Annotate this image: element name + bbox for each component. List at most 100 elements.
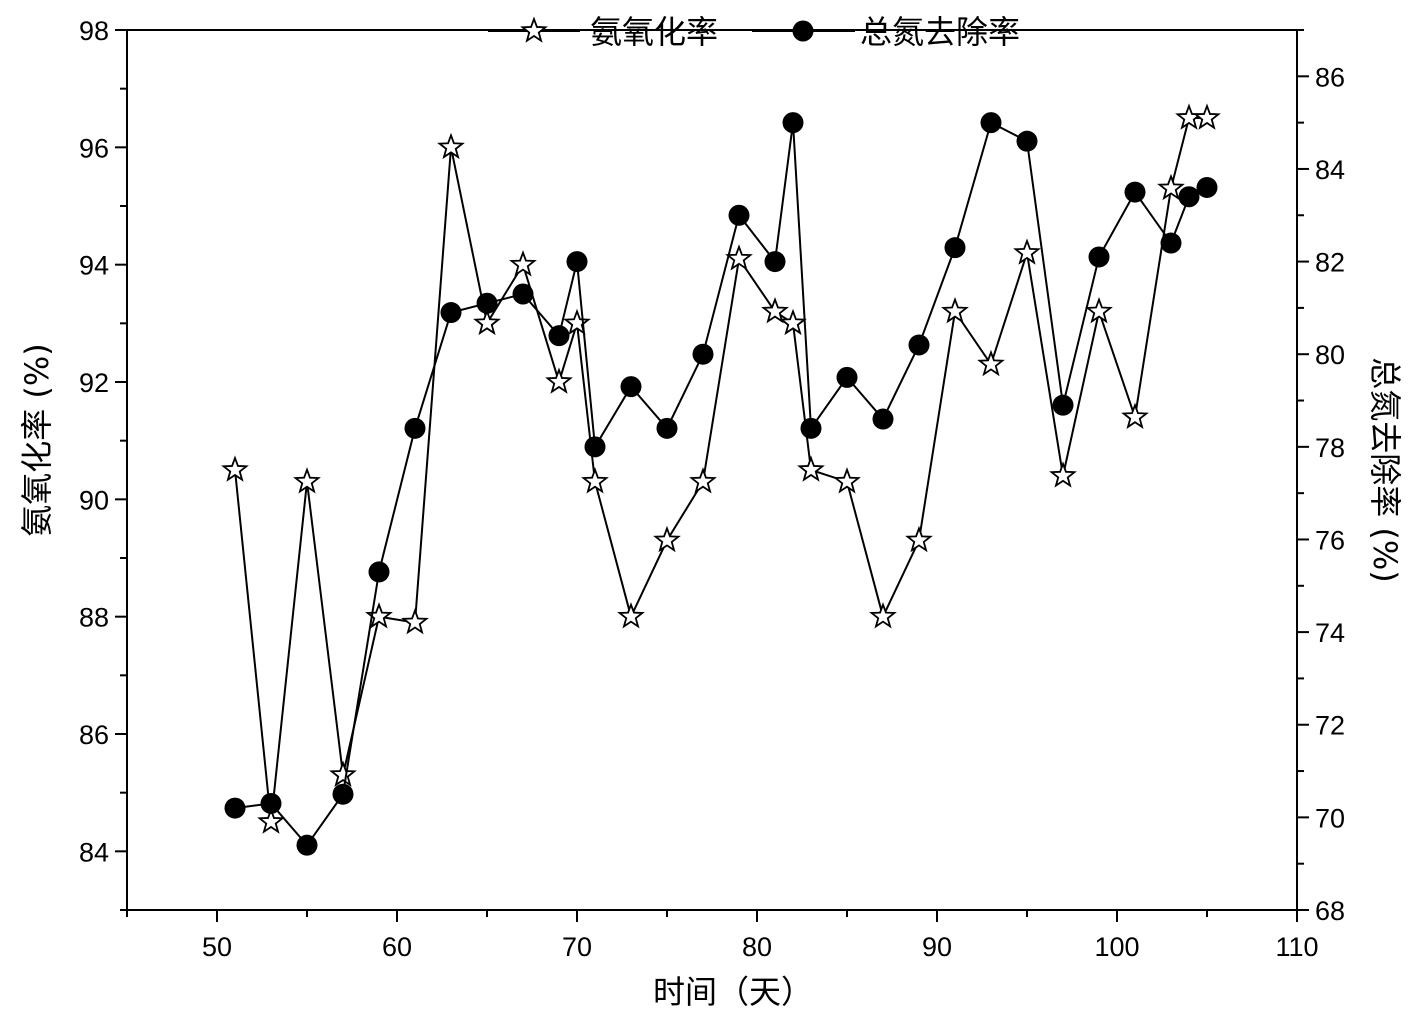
data-point-circle (1196, 176, 1218, 198)
y-left-tick-label: 90 (79, 485, 109, 515)
data-point-star (293, 467, 321, 494)
data-point-circle (1160, 232, 1182, 254)
data-point-circle (440, 302, 462, 324)
data-point-star (725, 244, 753, 271)
data-point-circle (512, 283, 534, 305)
data-point-star (545, 367, 573, 394)
data-point-circle (368, 561, 390, 583)
data-point-star (941, 297, 969, 324)
legend: 氨氧化率 总氮去除率 (488, 13, 1020, 51)
data-point-circle (836, 366, 858, 388)
data-point-star (509, 250, 537, 277)
data-point-circle (656, 417, 678, 439)
x-tick-label: 80 (742, 932, 772, 962)
data-point-circle (1088, 246, 1110, 268)
data-point-star (653, 525, 681, 553)
data-point-circle (872, 408, 894, 430)
x-tick-label: 100 (1094, 932, 1139, 962)
data-point-circle (908, 334, 930, 356)
data-point-circle (782, 112, 804, 134)
data-point-star (1193, 103, 1221, 130)
y-right-tick-label: 74 (1315, 618, 1345, 648)
y-axis-left: 84 86 88 90 92 94 96 98 (79, 16, 127, 911)
x-tick-label: 110 (1275, 932, 1318, 962)
data-point-circle (566, 251, 588, 273)
data-point-star (779, 308, 807, 336)
legend-label-tn-removal: 总氮去除率 (860, 13, 1020, 51)
data-point-circle (1124, 181, 1146, 203)
x-tick-label: 70 (562, 932, 592, 962)
data-point-circle (584, 436, 606, 458)
legend-item-ammonia-oxidation: 氨氧化率 (488, 13, 718, 51)
data-point-star (563, 308, 591, 336)
data-point-star (437, 132, 465, 160)
x-tick-label: 50 (202, 932, 232, 962)
data-point-circle (260, 792, 282, 814)
y-left-tick-label: 86 (79, 720, 109, 750)
y-left-tick-label: 98 (79, 16, 109, 46)
data-point-star (977, 349, 1005, 377)
y-left-tick-label: 84 (79, 837, 109, 867)
y-axis-right: 68 70 72 74 76 78 80 82 84 86 (1297, 29, 1345, 926)
data-point-star (401, 607, 429, 635)
data-point-star (1049, 461, 1077, 488)
y-right-tick-label: 70 (1315, 803, 1345, 833)
legend-marker-circle (792, 20, 814, 42)
y-axis-left-title: 氨氧化率 (%) (18, 343, 56, 537)
data-point-star (365, 602, 393, 629)
data-point-star (581, 467, 609, 494)
series-line-1 (234, 121, 1208, 847)
data-point-circle (728, 204, 750, 226)
legend-marker-star (520, 16, 548, 43)
data-point-star (761, 297, 789, 324)
x-tick-label: 90 (922, 932, 952, 962)
data-point-circle (332, 783, 354, 805)
data-point-star (833, 467, 861, 494)
data-point-star (617, 602, 645, 629)
y-right-tick-label: 82 (1315, 248, 1345, 278)
data-point-star (1157, 173, 1185, 201)
y-right-tick-label: 86 (1315, 62, 1345, 92)
data-point-star (797, 455, 825, 482)
data-point-circle (1052, 394, 1074, 416)
y-right-tick-label: 72 (1315, 711, 1345, 741)
y-left-tick-label: 96 (79, 133, 109, 163)
y-right-tick-label: 80 (1315, 340, 1345, 370)
series-layer (221, 103, 1221, 856)
y-left-tick-label: 92 (79, 368, 109, 398)
y-left-tick-label: 88 (79, 603, 109, 633)
data-point-star (473, 308, 501, 336)
data-point-circle (764, 251, 786, 273)
y-right-tick-label: 78 (1315, 433, 1345, 463)
data-point-star (905, 525, 933, 553)
y-axis-right-title: 总氮去除率 (%) (1366, 357, 1404, 583)
data-point-star (257, 807, 285, 834)
data-point-circle (692, 343, 714, 365)
data-point-circle (224, 797, 246, 819)
data-point-circle (800, 417, 822, 439)
data-point-star (221, 455, 249, 482)
data-point-circle (296, 834, 318, 856)
data-point-circle (944, 237, 966, 259)
legend-label-ammonia-oxidation: 氨氧化率 (590, 13, 718, 51)
data-point-circle (1016, 130, 1038, 152)
data-point-circle (404, 417, 426, 439)
plot-frame (126, 29, 1298, 911)
data-point-star (1085, 297, 1113, 324)
y-right-tick-label: 76 (1315, 525, 1345, 555)
y-right-tick-label: 84 (1315, 155, 1345, 185)
y-right-tick-label: 68 (1315, 896, 1345, 926)
data-point-circle (1178, 186, 1200, 208)
x-tick-label: 60 (382, 932, 412, 962)
y-left-tick-label: 94 (79, 251, 109, 281)
data-point-circle (620, 376, 642, 398)
x-axis-title: 时间（天） (653, 973, 813, 1011)
data-point-star (1013, 238, 1041, 265)
legend-item-tn-removal: 总氮去除率 (752, 13, 1020, 51)
data-point-star (1121, 402, 1149, 430)
data-point-circle (548, 325, 570, 347)
data-point-star (1175, 103, 1203, 130)
x-axis: 50 60 70 80 90 100 110 (126, 910, 1319, 962)
data-point-circle (476, 292, 498, 314)
